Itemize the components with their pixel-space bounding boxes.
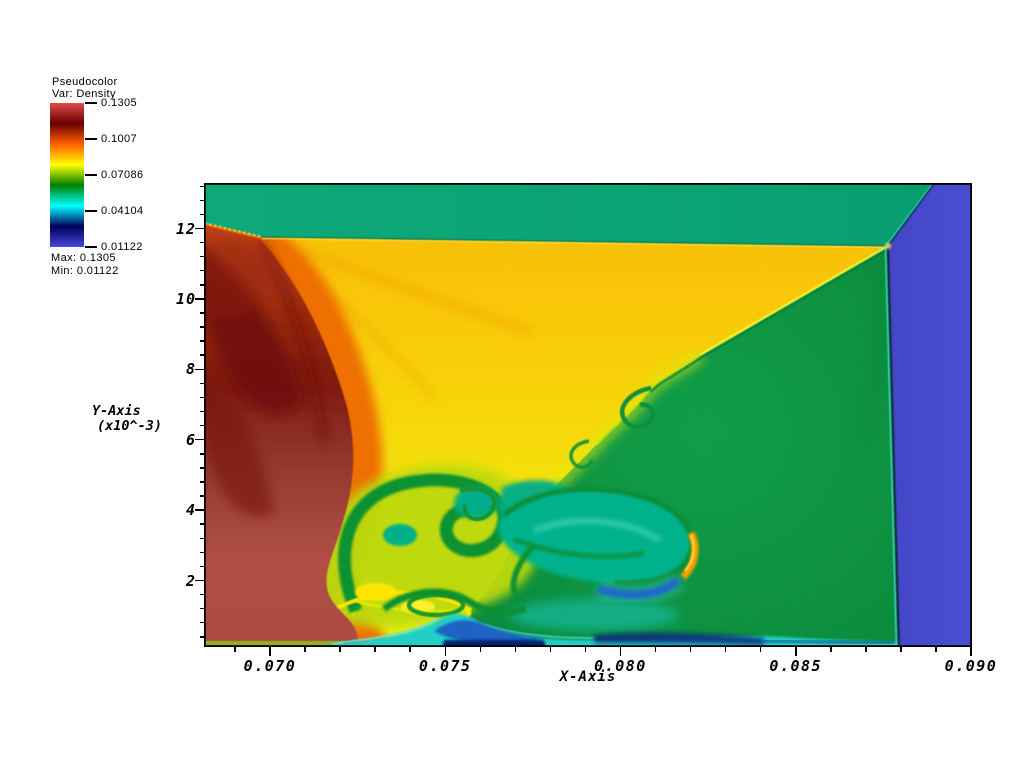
colorbar-tick bbox=[85, 102, 97, 104]
x-minor-tick bbox=[549, 647, 552, 652]
colorbar-tick-label: 0.1007 bbox=[101, 133, 138, 145]
y-minor-tick bbox=[199, 255, 205, 258]
x-major-tick bbox=[444, 647, 446, 656]
colorbar-tick-label: 0.04104 bbox=[101, 205, 144, 217]
y-minor-tick bbox=[199, 354, 205, 356]
plot-border bbox=[204, 183, 972, 647]
x-major-tick bbox=[795, 647, 797, 656]
y-major-tick bbox=[195, 438, 204, 441]
y-minor-tick bbox=[199, 396, 205, 399]
y-minor-tick bbox=[199, 636, 205, 638]
x-minor-tick bbox=[584, 647, 587, 652]
y-minor-tick bbox=[199, 467, 205, 469]
y-tick-label: 10 bbox=[175, 289, 196, 308]
y-minor-tick bbox=[199, 481, 205, 483]
y-minor-tick bbox=[199, 607, 205, 610]
x-minor-tick bbox=[304, 647, 306, 652]
y-tick-label: 2 bbox=[185, 571, 196, 590]
x-minor-tick bbox=[374, 647, 376, 652]
x-minor-tick bbox=[514, 647, 517, 652]
y-minor-tick bbox=[199, 551, 205, 554]
region-wall-layer bbox=[204, 613, 898, 647]
x-axis-title: X-Axis bbox=[559, 669, 617, 685]
y-minor-tick bbox=[199, 284, 205, 286]
y-tick-label: 6 bbox=[185, 430, 196, 449]
region-ambient-blue bbox=[884, 183, 972, 647]
x-minor-tick bbox=[339, 647, 341, 652]
colorbar-tick bbox=[85, 246, 97, 248]
colorbar-tick bbox=[85, 138, 97, 140]
y-major-tick bbox=[195, 298, 204, 300]
x-tick-label: 0.080 bbox=[594, 657, 647, 675]
plot-canvas[interactable] bbox=[204, 183, 972, 647]
y-minor-tick bbox=[199, 453, 205, 455]
y-axis-title: Y-Axis bbox=[92, 403, 141, 419]
y-minor-tick bbox=[199, 241, 205, 244]
x-minor-tick bbox=[935, 647, 937, 652]
x-major-tick bbox=[269, 647, 271, 656]
y-minor-tick bbox=[199, 382, 205, 385]
y-tick-label: 8 bbox=[185, 360, 196, 379]
x-major-tick bbox=[619, 647, 622, 656]
x-minor-tick bbox=[724, 647, 727, 652]
x-minor-tick bbox=[409, 647, 411, 652]
x-tick-label: 0.090 bbox=[944, 657, 998, 675]
y-tick-label: 4 bbox=[185, 501, 196, 520]
x-minor-tick bbox=[689, 647, 692, 652]
legend-max-label: Max: 0.1305 bbox=[51, 252, 116, 264]
x-tick-label: 0.085 bbox=[769, 657, 823, 675]
y-major-tick bbox=[195, 509, 204, 511]
colorbar-tick-label: 0.07086 bbox=[101, 169, 144, 181]
y-major-tick bbox=[195, 368, 204, 371]
legend-min-label: Min: 0.01122 bbox=[51, 265, 119, 277]
x-minor-tick bbox=[479, 647, 482, 652]
colorbar bbox=[50, 103, 84, 247]
x-minor-tick bbox=[234, 647, 236, 652]
x-minor-tick bbox=[865, 647, 867, 652]
legend-var-label: Var: Density bbox=[52, 88, 116, 100]
y-minor-tick bbox=[199, 537, 205, 539]
x-major-tick bbox=[970, 647, 972, 656]
y-minor-tick bbox=[199, 593, 205, 596]
pseudocolor-plot bbox=[204, 183, 972, 647]
y-major-tick bbox=[195, 227, 204, 230]
y-minor-tick bbox=[199, 495, 205, 497]
y-minor-tick bbox=[199, 199, 205, 202]
colorbar-tick-label: 0.1305 bbox=[101, 97, 138, 109]
y-minor-tick bbox=[199, 340, 205, 342]
y-axis-scale-label: (x10^-3) bbox=[97, 418, 163, 434]
y-minor-tick bbox=[199, 410, 205, 413]
x-minor-tick bbox=[830, 647, 832, 652]
y-minor-tick bbox=[199, 326, 205, 328]
region-inflow-red-wedge bbox=[204, 225, 359, 647]
x-minor-tick bbox=[654, 647, 657, 652]
y-minor-tick bbox=[199, 269, 205, 272]
shock-interface bbox=[538, 245, 891, 504]
colorbar-tick bbox=[85, 210, 97, 212]
y-tick-label: 12 bbox=[175, 219, 196, 238]
region-top-band bbox=[204, 183, 936, 249]
y-minor-tick bbox=[199, 213, 205, 216]
x-tick-label: 0.070 bbox=[243, 657, 297, 675]
region-vortex-street bbox=[313, 464, 699, 631]
y-major-tick bbox=[195, 579, 204, 582]
x-tick-label: 0.075 bbox=[418, 657, 472, 675]
x-minor-tick bbox=[900, 647, 902, 652]
y-minor-tick bbox=[199, 312, 205, 314]
y-minor-tick bbox=[199, 185, 205, 187]
y-minor-tick bbox=[199, 424, 205, 427]
x-minor-tick bbox=[759, 647, 762, 652]
colorbar-tick bbox=[85, 174, 97, 176]
colorbar-tick-label: 0.01122 bbox=[101, 241, 143, 253]
y-minor-tick bbox=[199, 565, 205, 568]
y-minor-tick bbox=[199, 621, 205, 624]
legend-title: Pseudocolor bbox=[52, 76, 118, 88]
y-minor-tick bbox=[199, 523, 205, 525]
